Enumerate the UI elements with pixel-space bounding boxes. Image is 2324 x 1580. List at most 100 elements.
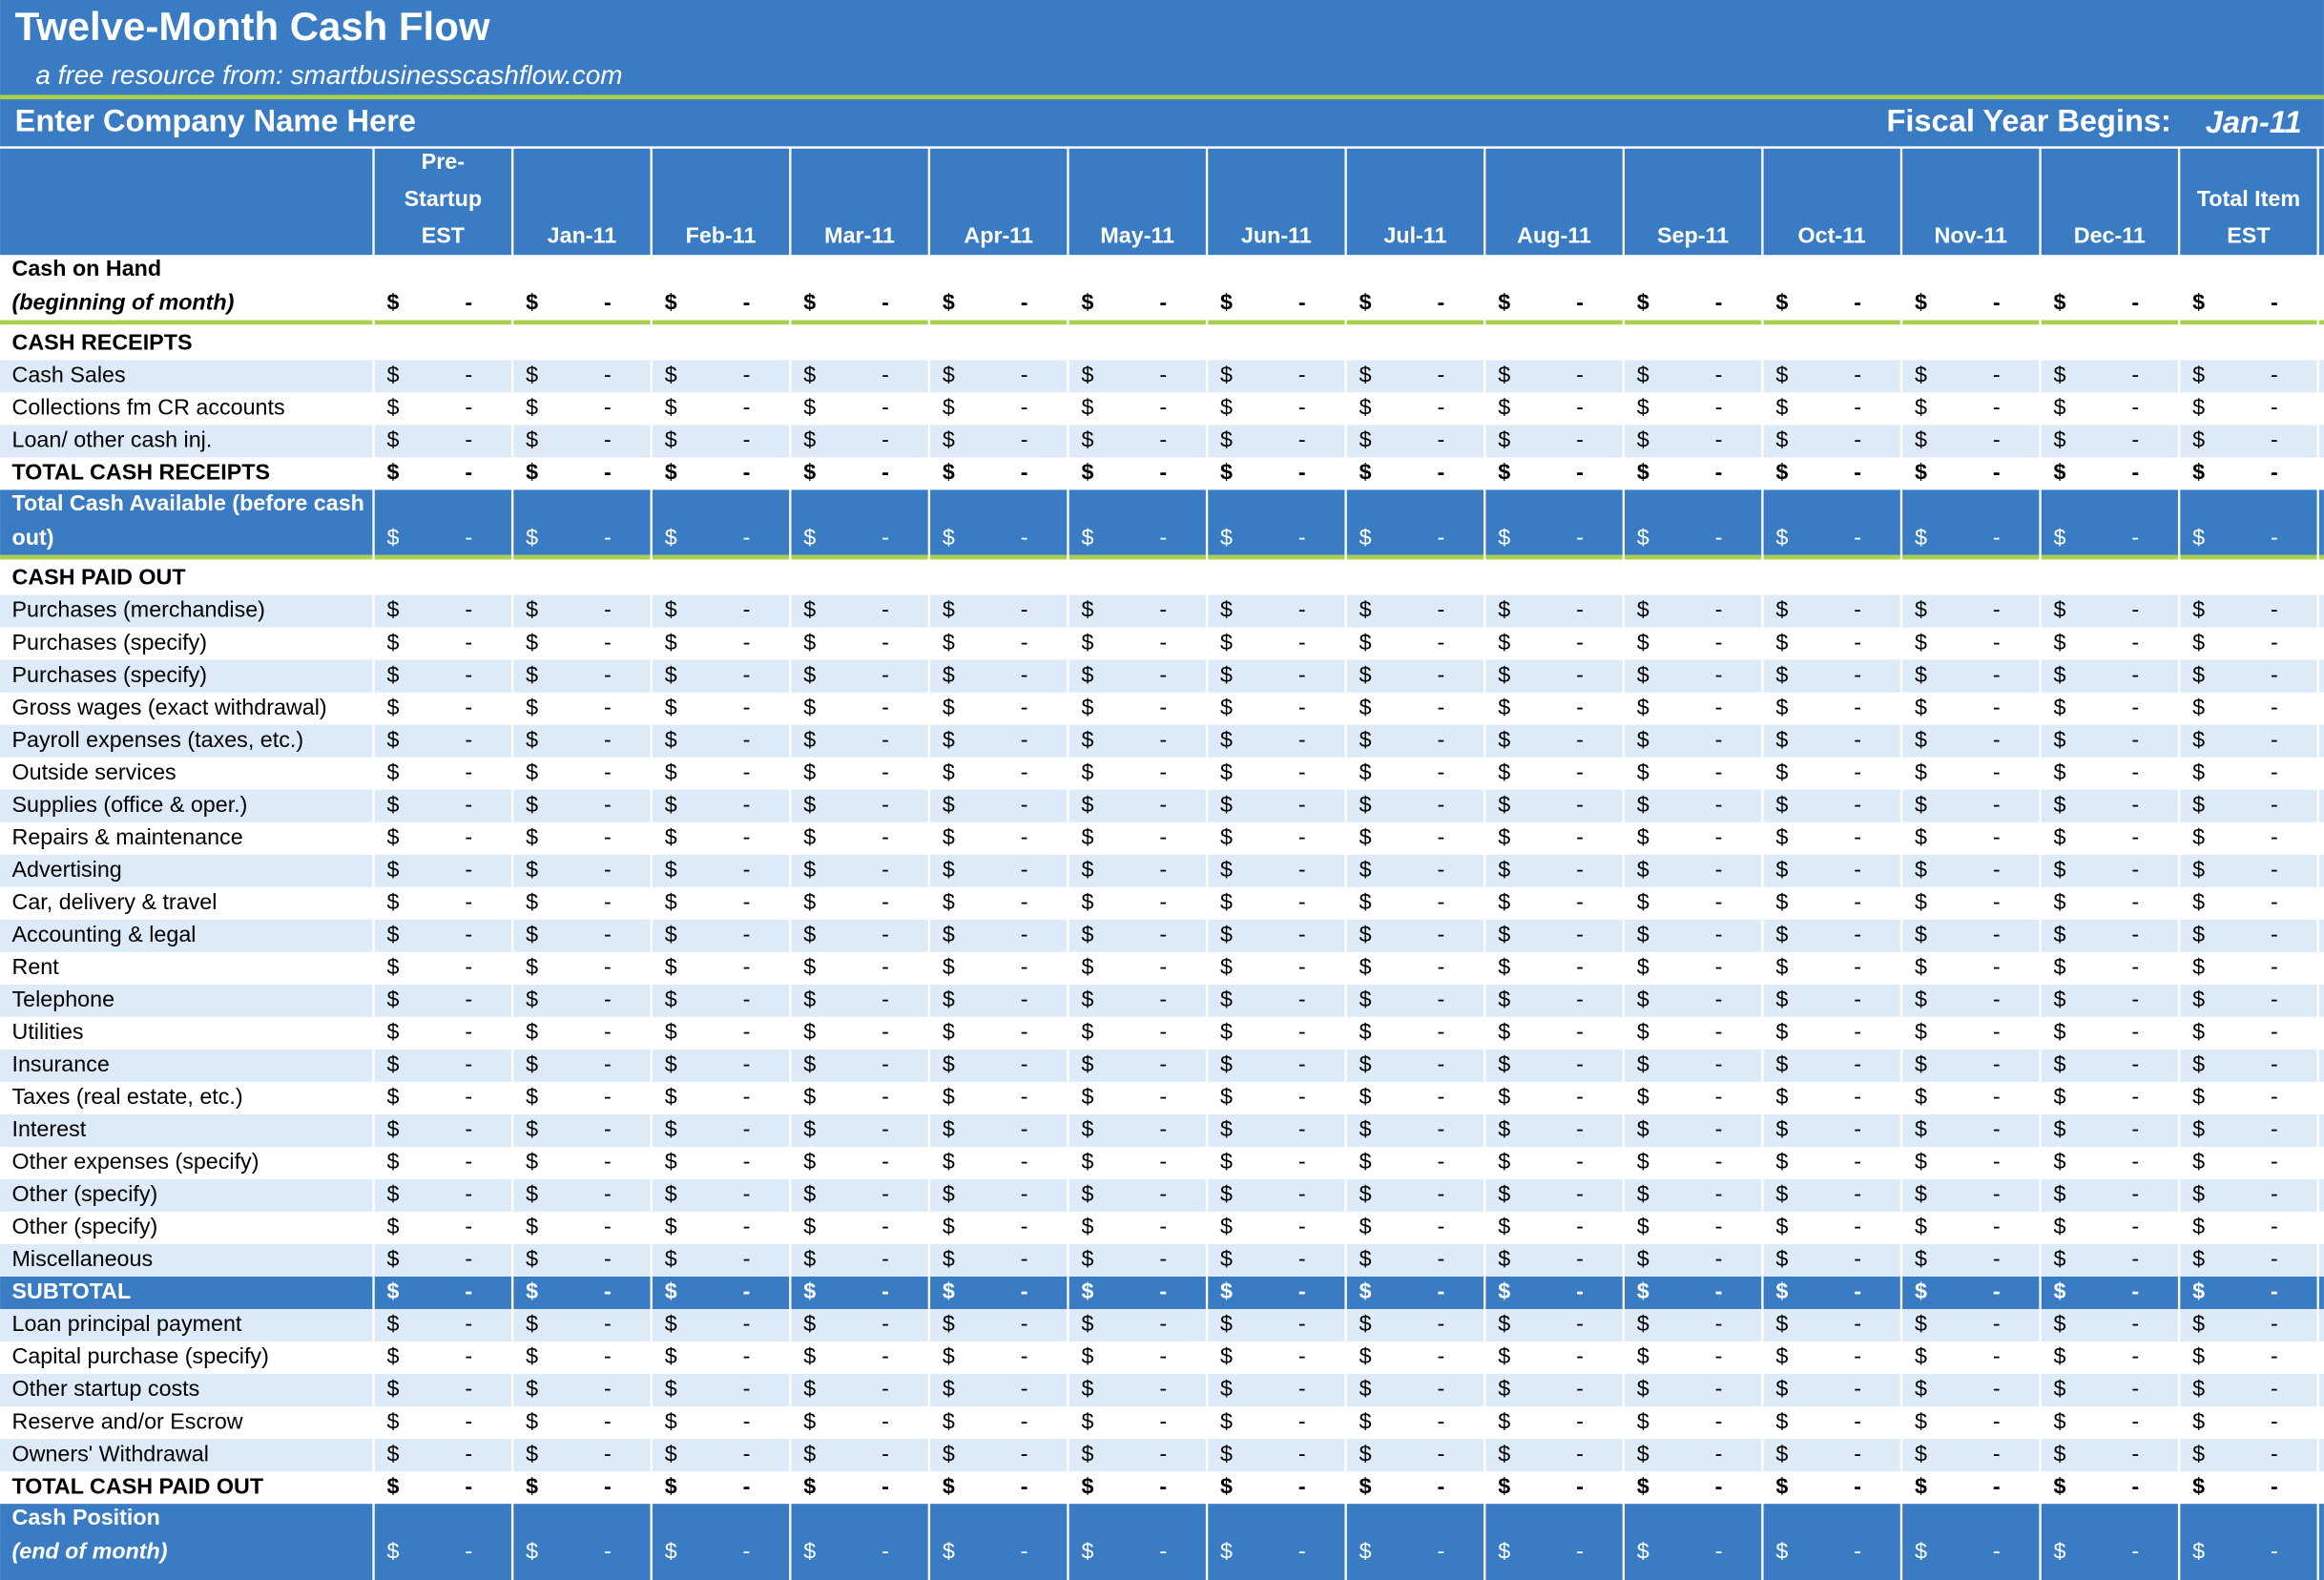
cell-value[interactable]: - — [743, 727, 751, 752]
cell-value[interactable]: - — [1159, 1149, 1167, 1174]
cell-value[interactable]: - — [1576, 857, 1584, 882]
cell-value[interactable]: - — [2271, 427, 2278, 452]
cell-value[interactable]: - — [1438, 630, 1445, 655]
cell-value[interactable]: - — [1298, 857, 1306, 882]
cell-value[interactable]: - — [2131, 1084, 2139, 1109]
cell-value[interactable]: - — [1438, 1473, 1445, 1498]
cell-value[interactable]: - — [1854, 1376, 1861, 1401]
cell-value[interactable]: - — [1993, 922, 2001, 946]
cell-value[interactable]: - — [1993, 597, 2001, 622]
cell-value[interactable]: - — [743, 1473, 751, 1498]
cell-value[interactable]: - — [1159, 857, 1167, 882]
cell-value[interactable]: - — [465, 695, 472, 719]
cell-value[interactable]: - — [604, 1279, 612, 1303]
cell-value[interactable]: - — [2131, 824, 2139, 849]
cell-value[interactable]: - — [1715, 427, 1723, 452]
cell-value[interactable]: - — [1715, 1539, 1723, 1564]
cell-value[interactable]: - — [1298, 1279, 1306, 1303]
cell-value[interactable]: - — [1298, 889, 1306, 914]
cell-value[interactable]: - — [1021, 525, 1028, 550]
cell-value[interactable]: - — [1021, 987, 1028, 1011]
cell-value[interactable]: - — [1021, 889, 1028, 914]
cell-value[interactable]: - — [1159, 954, 1167, 979]
cell-value[interactable]: - — [604, 597, 612, 622]
cell-value[interactable]: - — [465, 363, 472, 387]
cell-value[interactable]: - — [2131, 727, 2139, 752]
cell-value[interactable]: - — [743, 1149, 751, 1174]
cell-value[interactable]: - — [2271, 1279, 2278, 1303]
cell-value[interactable]: - — [1993, 1441, 2001, 1466]
cell-value[interactable]: - — [882, 290, 889, 315]
cell-value[interactable]: - — [743, 290, 751, 315]
cell-value[interactable]: - — [1576, 987, 1584, 1011]
cell-value[interactable]: - — [1438, 525, 1445, 550]
cell-value[interactable]: - — [465, 597, 472, 622]
cell-value[interactable]: - — [1576, 597, 1584, 622]
cell-value[interactable]: - — [1715, 1019, 1723, 1044]
cell-value[interactable]: - — [1854, 727, 1861, 752]
cell-value[interactable]: - — [1715, 1051, 1723, 1076]
cell-value[interactable]: - — [1715, 630, 1723, 655]
cell-value[interactable]: - — [1159, 1539, 1167, 1564]
cell-value[interactable]: - — [1298, 987, 1306, 1011]
cell-value[interactable]: - — [1021, 1441, 1028, 1466]
cell-value[interactable]: - — [1993, 1019, 2001, 1044]
cell-value[interactable]: - — [604, 290, 612, 315]
cell-value[interactable]: - — [1715, 525, 1723, 550]
cell-value[interactable]: - — [1298, 525, 1306, 550]
cell-value[interactable]: - — [1576, 1116, 1584, 1141]
cell-value[interactable]: - — [2131, 1149, 2139, 1174]
cell-value[interactable]: - — [1159, 395, 1167, 420]
cell-value[interactable]: - — [1298, 427, 1306, 452]
cell-value[interactable]: - — [1159, 824, 1167, 849]
cell-value[interactable]: - — [2131, 1408, 2139, 1433]
cell-value[interactable]: - — [1993, 954, 2001, 979]
cell-value[interactable]: - — [465, 290, 472, 315]
cell-value[interactable]: - — [2131, 987, 2139, 1011]
cell-value[interactable]: - — [604, 792, 612, 817]
cell-value[interactable]: - — [743, 1539, 751, 1564]
cell-value[interactable]: - — [1854, 824, 1861, 849]
cell-value[interactable]: - — [1715, 1181, 1723, 1206]
cell-value[interactable]: - — [1854, 1246, 1861, 1271]
cell-value[interactable]: - — [1715, 922, 1723, 946]
cell-value[interactable]: - — [1715, 597, 1723, 622]
cell-value[interactable]: - — [1576, 460, 1584, 485]
cell-value[interactable]: - — [1159, 1441, 1167, 1466]
cell-value[interactable]: - — [882, 1279, 889, 1303]
cell-value[interactable]: - — [1021, 662, 1028, 687]
cell-value[interactable]: - — [1298, 1116, 1306, 1141]
cell-value[interactable]: - — [2271, 1473, 2278, 1498]
cell-value[interactable]: - — [743, 1311, 751, 1336]
cell-value[interactable]: - — [1159, 630, 1167, 655]
cell-value[interactable]: - — [1438, 395, 1445, 420]
cell-value[interactable]: - — [1159, 759, 1167, 784]
cell-value[interactable]: - — [1298, 1473, 1306, 1498]
cell-value[interactable]: - — [1159, 1311, 1167, 1336]
cell-value[interactable]: - — [1438, 1019, 1445, 1044]
cell-value[interactable]: - — [1159, 695, 1167, 719]
cell-value[interactable]: - — [1021, 1149, 1028, 1174]
cell-value[interactable]: - — [1298, 1539, 1306, 1564]
cell-value[interactable]: - — [1576, 1539, 1584, 1564]
cell-value[interactable]: - — [604, 1539, 612, 1564]
cell-value[interactable]: - — [1438, 1408, 1445, 1433]
cell-value[interactable]: - — [1993, 1539, 2001, 1564]
cell-value[interactable]: - — [882, 427, 889, 452]
cell-value[interactable]: - — [1576, 1343, 1584, 1368]
cell-value[interactable]: - — [1854, 290, 1861, 315]
cell-value[interactable]: - — [604, 363, 612, 387]
cell-value[interactable]: - — [1993, 987, 2001, 1011]
cell-value[interactable]: - — [1993, 1246, 2001, 1271]
cell-value[interactable]: - — [2271, 1376, 2278, 1401]
cell-value[interactable]: - — [2131, 1246, 2139, 1271]
cell-value[interactable]: - — [465, 1311, 472, 1336]
cell-value[interactable]: - — [1298, 1408, 1306, 1433]
cell-value[interactable]: - — [1021, 954, 1028, 979]
cell-value[interactable]: - — [1438, 759, 1445, 784]
cell-value[interactable]: - — [2271, 727, 2278, 752]
cell-value[interactable]: - — [465, 857, 472, 882]
cell-value[interactable]: - — [1993, 1084, 2001, 1109]
cell-value[interactable]: - — [1715, 460, 1723, 485]
cell-value[interactable]: - — [1576, 290, 1584, 315]
